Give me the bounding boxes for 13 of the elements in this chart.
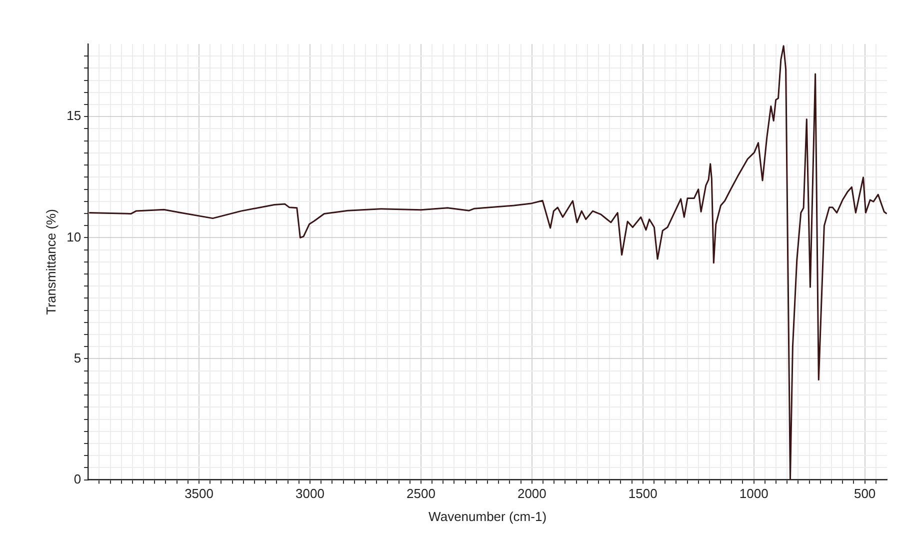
x-tick-label: 3500 <box>184 486 214 502</box>
x-tick-label: 2500 <box>406 486 436 502</box>
x-tick-label: 3000 <box>296 486 324 502</box>
x-tick-label: 1500 <box>628 486 658 502</box>
x-tick-label: 1000 <box>739 486 768 502</box>
x-tick-label: 2000 <box>517 486 546 502</box>
y-axis-title: Transmittance (%) <box>43 209 58 315</box>
y-tick-label: 5 <box>74 350 82 366</box>
y-tick-label: 10 <box>66 229 82 244</box>
x-tick-label: 500 <box>854 486 876 502</box>
y-tick-label: 15 <box>66 108 82 124</box>
x-axis-title: Wavenumber (cm-1) <box>428 508 547 524</box>
y-tick-label: 0 <box>74 471 82 486</box>
